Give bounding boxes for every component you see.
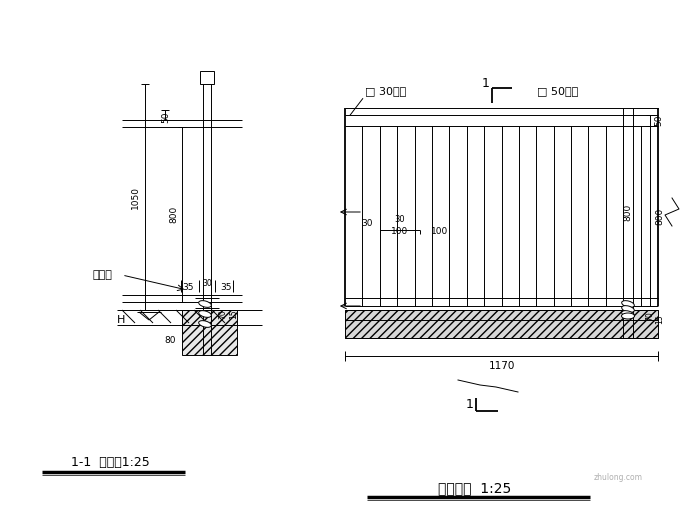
Text: 35: 35 — [182, 284, 194, 292]
Ellipse shape — [622, 313, 634, 319]
Text: □ 50钢管: □ 50钢管 — [537, 86, 578, 96]
Text: 100: 100 — [431, 227, 449, 236]
Bar — [345, 310, 658, 338]
Text: 30: 30 — [395, 215, 405, 225]
Text: 80: 80 — [164, 336, 176, 345]
Bar — [182, 310, 237, 355]
Ellipse shape — [199, 321, 211, 328]
Text: 70: 70 — [645, 311, 654, 321]
Text: □ 30钢管: □ 30钢管 — [365, 86, 406, 96]
Text: 800: 800 — [624, 203, 633, 220]
Ellipse shape — [622, 306, 634, 312]
Text: 30: 30 — [202, 279, 212, 289]
Ellipse shape — [622, 311, 634, 317]
Ellipse shape — [199, 311, 211, 317]
Text: 70: 70 — [218, 309, 228, 319]
Text: 1-1  剖面图1:25: 1-1 剖面图1:25 — [71, 456, 149, 468]
Text: 50: 50 — [654, 115, 664, 127]
Text: 30: 30 — [361, 219, 372, 228]
Text: 800: 800 — [169, 206, 178, 223]
Text: 室内栏杆  1:25: 室内栏杆 1:25 — [438, 481, 512, 495]
Text: 15: 15 — [230, 309, 239, 319]
Text: 1: 1 — [482, 77, 490, 90]
Text: 100: 100 — [391, 227, 409, 236]
Text: 1050: 1050 — [130, 186, 139, 208]
Text: 预埋件: 预埋件 — [92, 270, 112, 280]
Bar — [200, 71, 214, 84]
Text: 1170: 1170 — [489, 361, 514, 371]
Text: 800: 800 — [655, 207, 664, 225]
Text: 35: 35 — [220, 284, 232, 292]
Text: H: H — [117, 315, 125, 325]
Text: 50: 50 — [162, 111, 171, 123]
Ellipse shape — [199, 301, 211, 307]
Text: 1: 1 — [466, 397, 474, 411]
Text: zhulong.com: zhulong.com — [594, 474, 643, 482]
Ellipse shape — [622, 301, 634, 307]
Text: 15: 15 — [655, 314, 664, 324]
